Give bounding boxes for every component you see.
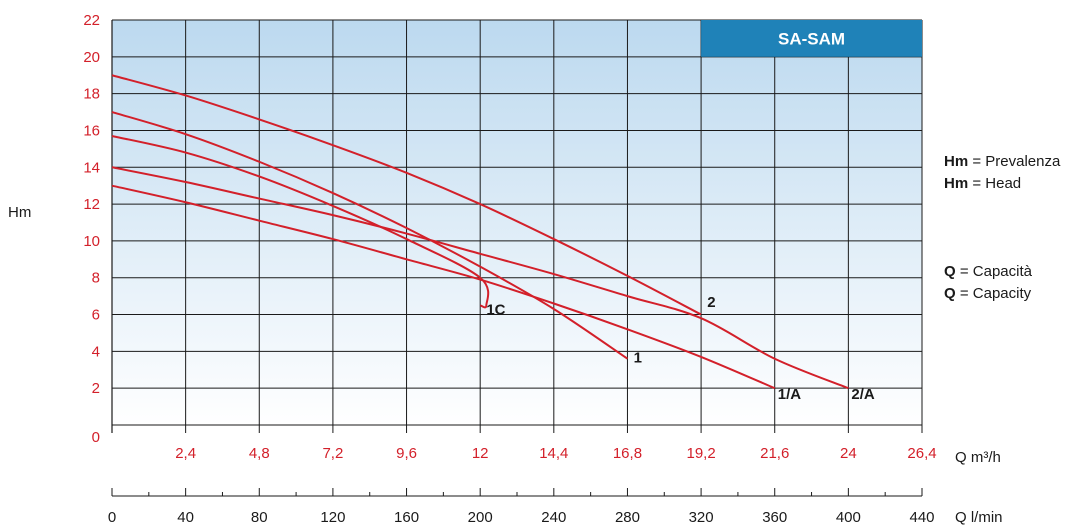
x-axis-label: Q m³/h [955, 449, 1001, 466]
x-tick-label-0: 2,4 [175, 445, 196, 462]
x2-tick-label-3: 120 [320, 509, 345, 526]
note-q-it: Q = Capacità [944, 263, 1032, 280]
note-hm-en-text: = Head [968, 175, 1022, 192]
note-hm-it-text: = Prevalenza [968, 153, 1061, 170]
secondary-x-axis: 0 40 80 120 160 200 240 280 320 360 400 440 [108, 488, 935, 526]
note-hm-it-symbol: Hm [944, 153, 969, 170]
x-tick-label-10: 26,4 [907, 445, 936, 462]
curve-label-1-a: 1/A [778, 386, 802, 403]
y-tick-label-3: 8 [92, 270, 100, 287]
y-tick-label-9: 20 [83, 49, 100, 66]
curve-1-a [111, 184, 776, 390]
y-tick-label-7: 16 [83, 122, 100, 139]
y-tick-label-10: 22 [83, 12, 100, 29]
note-q-en-symbol: Q [944, 285, 956, 302]
y-axis-ticks: 0 2 4 6 8 10 12 14 16 18 20 22 [83, 12, 100, 446]
curve-labels: 2 1 1C 2/A 1/A [486, 294, 875, 403]
y-tick-label-2: 6 [92, 307, 100, 324]
y-tick-label-8: 18 [83, 86, 100, 103]
x2-tick-label-11: 440 [909, 509, 934, 526]
chart-title: SA-SAM [778, 29, 845, 48]
y-tick-label-6: 14 [83, 159, 100, 176]
note-q-it-text: = Capacità [955, 263, 1032, 280]
x-tick-label-8: 21,6 [760, 445, 789, 462]
x-tick-label-9: 24 [840, 445, 857, 462]
x2-tick-label-4: 160 [394, 509, 419, 526]
x-tick-label-2: 7,2 [322, 445, 343, 462]
note-hm-en: Hm = Head [944, 175, 1021, 192]
plot-background [112, 20, 922, 425]
y-tick-label-0: 2 [92, 380, 100, 397]
curve-1c [111, 135, 490, 309]
x2-tick-label-1: 40 [177, 509, 194, 526]
y-tick-label-4: 10 [83, 233, 100, 250]
x-tick-label-1: 4,8 [249, 445, 270, 462]
note-hm-en-symbol: Hm [944, 175, 969, 192]
x2-tick-label-2: 80 [251, 509, 268, 526]
curve-2 [111, 74, 702, 316]
x2-tick-label-6: 240 [541, 509, 566, 526]
x-tick-label-5: 14,4 [539, 445, 568, 462]
y-tick-label-5: 12 [83, 196, 100, 213]
x2-tick-label-10: 400 [836, 509, 861, 526]
legend-box: SA-SAM [701, 20, 922, 57]
grid [111, 19, 923, 433]
x-tick-label-3: 9,6 [396, 445, 417, 462]
curve-1 [111, 111, 629, 360]
x-tick-label-6: 16,8 [613, 445, 642, 462]
note-q-en-text: = Capacity [955, 285, 1032, 302]
curves [111, 74, 849, 390]
curve-label-2-a: 2/A [851, 386, 875, 403]
x2-axis-label: Q l/min [955, 509, 1003, 526]
curve-label-1c: 1C [486, 302, 505, 319]
curve-label-2: 2 [707, 294, 715, 311]
y-axis-label: Hm [8, 204, 31, 221]
x2-tick-label-0: 0 [108, 509, 116, 526]
x2-tick-label-8: 320 [689, 509, 714, 526]
x2-tick-label-9: 360 [762, 509, 787, 526]
curve-label-1: 1 [634, 349, 642, 366]
x2-tick-label-5: 200 [468, 509, 493, 526]
note-hm-it: Hm = Prevalenza [944, 153, 1060, 170]
note-q-it-symbol: Q [944, 263, 956, 280]
curve-2-a [111, 166, 849, 390]
x-tick-label-4: 12 [472, 445, 489, 462]
x-tick-label-7: 19,2 [686, 445, 715, 462]
y-tick-label-1: 4 [92, 343, 100, 360]
y-tick-zero: 0 [92, 429, 100, 446]
x2-tick-label-7: 280 [615, 509, 640, 526]
legend-title-box [701, 20, 922, 57]
x-axis-ticks: 2,4 4,8 7,2 9,6 12 14,4 16,8 19,2 21,6 24 26,4 [175, 445, 936, 462]
note-q-en: Q = Capacity [944, 285, 1031, 302]
